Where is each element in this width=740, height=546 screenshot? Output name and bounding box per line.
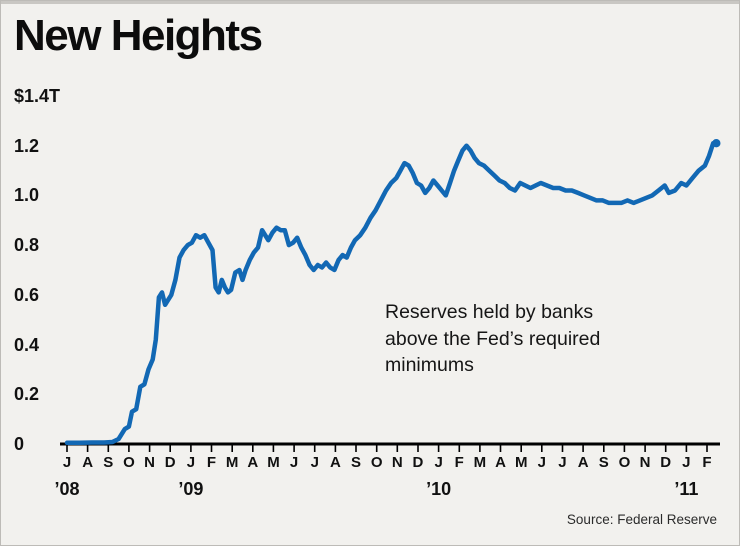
x-tick-label: D [660, 454, 672, 471]
x-tick-label: A [329, 454, 341, 471]
chart-title: New Heights [14, 11, 263, 60]
x-tick-label: D [164, 454, 176, 471]
x-tick-label: O [618, 454, 631, 471]
x-tick-label: F [206, 454, 217, 471]
annotation: Reserves held by banks above the Fed’s r… [385, 299, 600, 379]
x-tick-label: M [267, 454, 280, 471]
x-tick-label: S [351, 454, 362, 471]
x-tick-label: A [495, 454, 506, 471]
y-tick-label: 0 [14, 434, 25, 454]
annotation-line: minimums [385, 354, 474, 377]
year-label: ’09 [178, 479, 204, 499]
year-label: ’11 [674, 479, 699, 499]
x-tick-label: F [454, 454, 464, 471]
x-tick-label: A [577, 454, 589, 471]
y-tick-label: 0.6 [14, 284, 40, 305]
x-tick-label: A [82, 454, 94, 471]
x-tick-label: S [598, 454, 609, 471]
x-tick-label: J [537, 454, 546, 471]
year-label: ’08 [54, 479, 80, 499]
x-tick-label: J [682, 454, 691, 471]
year-label: ’10 [426, 479, 452, 499]
y-tick-label: 1.2 [14, 135, 40, 156]
source-credit: Source: Federal Reserve [566, 512, 717, 527]
y-tick-label: 1.0 [14, 185, 40, 206]
data-line [64, 140, 719, 446]
x-tick-label: N [144, 454, 155, 471]
x-tick-label: N [391, 454, 403, 471]
x-tick-label: O [370, 454, 383, 471]
annotation-line: Reserves held by banks [385, 301, 594, 323]
line-end-dot [712, 139, 721, 148]
x-tick-label: F [702, 454, 712, 471]
x-tick-label: J [62, 454, 72, 471]
y-tick-label: 0.8 [14, 235, 40, 256]
annotation-line: above the Fed’s required [385, 327, 601, 350]
x-tick-label: S [103, 454, 114, 471]
x-tick-label: A [247, 454, 259, 471]
y-tick-label: $1.4T [14, 86, 61, 106]
x-tick-label: O [123, 454, 135, 471]
x-tick-label: J [289, 454, 299, 471]
x-tick-label: J [186, 454, 196, 471]
x-tick-label: J [310, 454, 319, 471]
x-tick-label: M [225, 454, 239, 471]
x-tick-label: M [514, 454, 528, 471]
y-tick-label: 0.2 [14, 384, 40, 405]
y-tick-label: 0.4 [14, 334, 40, 355]
x-tick-label: M [473, 454, 487, 471]
x-tick-label: N [639, 454, 651, 471]
x-tick-label: J [558, 454, 567, 471]
x-tick-label: J [434, 454, 443, 471]
x-tick-label: D [412, 454, 424, 471]
